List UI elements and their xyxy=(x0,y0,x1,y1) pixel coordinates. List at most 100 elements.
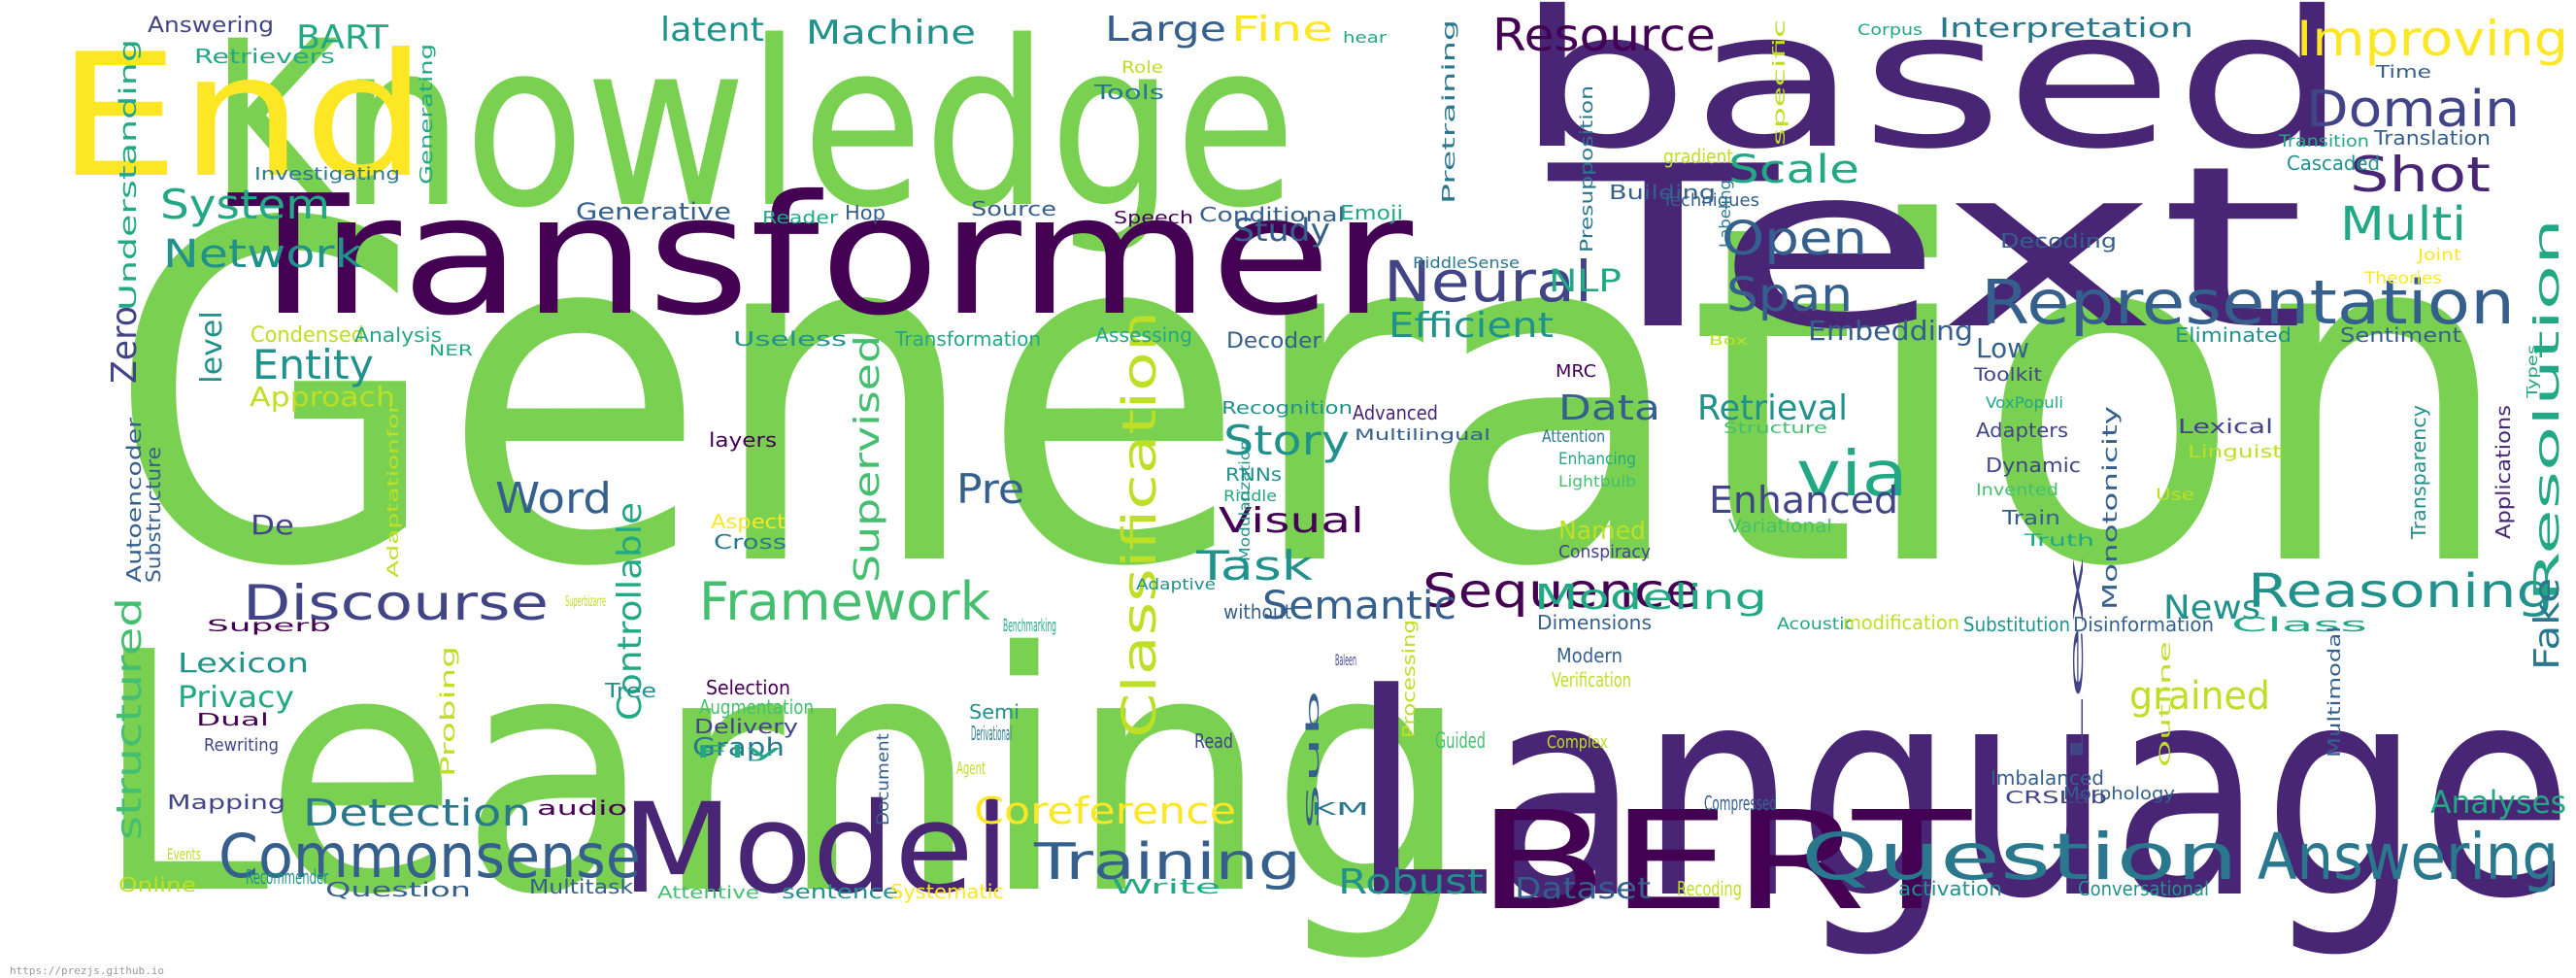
word-entity: Entity xyxy=(252,341,374,388)
word-multimodal-vertical: Multimodal xyxy=(2325,626,2345,758)
word-question: Question xyxy=(1801,820,2238,894)
word-language: Language xyxy=(1350,624,2573,962)
word-attentive: Attentive xyxy=(657,883,759,903)
word-sentiment: Sentiment xyxy=(2340,323,2461,347)
word-box: Box xyxy=(1709,334,1748,349)
word-toolkit: Toolkit xyxy=(1973,364,2042,386)
word-cascaded: Cascaded xyxy=(2287,152,2380,175)
word-layers: layers xyxy=(709,428,777,452)
word-fly: Fly xyxy=(694,742,783,762)
word-via: via xyxy=(1796,439,1908,511)
word-useless: Useless xyxy=(733,327,847,351)
word-without: without xyxy=(1223,600,1291,624)
word-decoder: Decoder xyxy=(1226,329,1322,354)
word-role: Role xyxy=(1121,58,1163,78)
word-activation: activation xyxy=(1898,877,2002,900)
word-low: Low xyxy=(1976,332,2029,364)
word-translation: Translation xyxy=(2373,126,2491,150)
word-probing-vertical: Probing xyxy=(436,646,459,777)
word-pre: Pre xyxy=(956,465,1024,513)
word-semantic: Semantic xyxy=(1262,584,1456,628)
word-baleen: Baleen xyxy=(1335,651,1356,669)
word-modeling: Modeling xyxy=(1534,578,1767,618)
word-condensed: Condensed xyxy=(251,323,364,348)
word-dynamic: Dynamic xyxy=(1986,454,2081,477)
word-conditional: Conditional xyxy=(1199,203,1345,226)
word-sub-vertical: Sub xyxy=(1303,690,1323,830)
word-modification: modification xyxy=(1843,611,1959,634)
word-transparency-vertical: Transparency xyxy=(2407,405,2430,540)
word-riddle: Riddle xyxy=(1223,487,1277,505)
word-understanding-vertical: Understanding xyxy=(115,39,142,311)
word-superbizarre: Superbizarre xyxy=(565,592,606,610)
word-theories: Theories xyxy=(2363,269,2442,288)
word-visual: Visual xyxy=(1219,501,1364,541)
word-systematic: Systematic xyxy=(890,880,1004,903)
word-investigating: Investigating xyxy=(254,164,400,185)
word-tree: Tree xyxy=(604,679,656,702)
word-audio: audio xyxy=(537,796,627,820)
word-riddlesense: RiddleSense xyxy=(1413,253,1520,272)
word-system: System xyxy=(160,181,330,228)
word-text: Text xyxy=(1547,119,2306,379)
word-mrc: MRC xyxy=(1556,361,1596,382)
word-specific-vertical: specific xyxy=(1770,19,1790,146)
word-approach: Approach xyxy=(250,381,395,413)
word-pretraining-vertical: Pretraining xyxy=(1439,19,1459,204)
word-discourse: Discourse xyxy=(243,575,549,631)
word-lightbulb: Lightbulb xyxy=(1558,472,1636,490)
word-analysis: Analysis xyxy=(354,323,442,347)
word-variational: Variational xyxy=(1728,516,1832,537)
word-benchmarking: Benchmarking xyxy=(1003,616,1056,636)
word-attention: Attention xyxy=(1542,427,1605,447)
word-speech: Speech xyxy=(1114,208,1193,228)
word-resource: Resource xyxy=(1492,9,1716,61)
word-dataset: Dataset xyxy=(1515,872,1651,906)
word-privacy: Privacy xyxy=(178,681,294,715)
word-coreference: Coreference xyxy=(974,790,1236,832)
word-lexicon: Lexicon xyxy=(178,647,309,679)
word-study: Study xyxy=(1233,212,1330,249)
word-named: Named xyxy=(1558,517,1646,546)
word-applications-vertical: Applications xyxy=(2492,405,2515,539)
word-word: Word xyxy=(495,474,612,523)
word-lexical: Lexical xyxy=(2178,415,2273,438)
word-conversational: Conversational xyxy=(2078,877,2209,900)
word-time: Time xyxy=(2375,62,2431,83)
word-network: Network xyxy=(163,232,363,277)
word-selection: Selection xyxy=(706,676,790,699)
word-verification: Verification xyxy=(1552,668,1631,691)
word-knowledge: Knowledge xyxy=(209,0,1296,258)
word-advanced: Advanced xyxy=(1353,401,1438,424)
word-enhanced: Enhanced xyxy=(1709,479,1898,522)
word-based: based xyxy=(1515,0,2350,190)
word-techniques: Techniques xyxy=(1661,190,1759,211)
word-analyses: Analyses xyxy=(2430,784,2566,821)
word-multitask: Multitask xyxy=(529,875,633,898)
word-modularization-vertical: Modularization xyxy=(1236,440,1254,561)
word-guided: Guided xyxy=(1435,729,1486,754)
word-complex: Complex xyxy=(1547,732,1608,753)
word-learning: Learning xyxy=(92,583,1471,967)
word-level-vertical: level xyxy=(195,311,229,384)
word-derivational: Derivational xyxy=(971,722,1012,745)
word-controllable-vertical: Controllable xyxy=(611,502,650,721)
word-structure: Structure xyxy=(1723,419,1827,437)
word-transformer: Transformer xyxy=(227,160,1413,353)
word-rnns: RNNs xyxy=(1225,464,1282,486)
word-aspect: Aspect xyxy=(711,510,786,533)
word-emoji: Emoji xyxy=(1340,201,1403,224)
word-rewriting: Rewriting xyxy=(204,735,279,756)
word-news: News xyxy=(2163,589,2260,627)
word-gradient: gradient xyxy=(1663,145,1733,168)
word-bert: BERT xyxy=(1476,783,1972,941)
word-ner: NER xyxy=(429,341,473,359)
word-robust: Robust xyxy=(1338,862,1484,902)
word-conspiracy: Conspiracy xyxy=(1558,542,1651,562)
word-shot: Shot xyxy=(2350,147,2491,203)
word-corpus: Corpus xyxy=(1857,20,1923,39)
word-end: End xyxy=(56,18,427,216)
word-eliminated: Eliminated xyxy=(2175,323,2292,347)
word-decoding: Decoding xyxy=(2000,229,2117,253)
word-hop: Hop xyxy=(845,201,886,224)
